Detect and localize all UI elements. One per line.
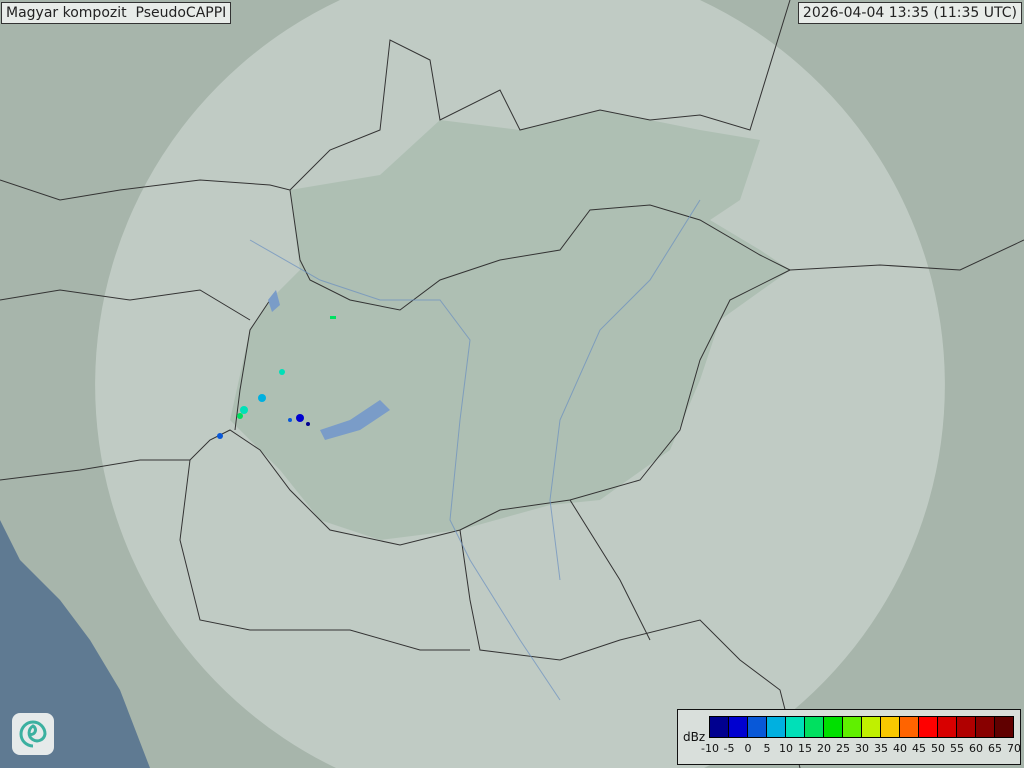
legend-ticks: -10 -5 0 5 10 15 20 25 30 35 40 45 50 55 60 65 70	[701, 740, 1021, 760]
legend-tick-label: 35	[874, 742, 888, 755]
legend-tick-label: 0	[744, 742, 752, 755]
legend-swatch	[824, 717, 843, 737]
rivers	[249, 199, 701, 701]
legend-tick-label: 65	[988, 742, 1002, 755]
lake-balaton	[320, 400, 390, 440]
legend-swatch	[976, 717, 995, 737]
legend-swatch	[881, 717, 900, 737]
legend-swatch	[995, 717, 1013, 737]
hungary-region	[230, 110, 790, 540]
legend-swatch	[729, 717, 748, 737]
legend-swatch	[862, 717, 881, 737]
legend-swatch	[748, 717, 767, 737]
legend-swatch	[767, 717, 786, 737]
legend-swatch	[805, 717, 824, 737]
lake-neusiedl	[268, 290, 280, 312]
color-legend: dBz -10 -5 0 5 10 15 20 25 30 35 40 45 50 55 60 65 70	[677, 709, 1021, 765]
legend-swatch	[900, 717, 919, 737]
legend-swatch	[843, 717, 862, 737]
legend-tick-label: -10	[701, 742, 719, 755]
timestamp-label: 2026-04-04 13:35 (11:35 UTC)	[797, 2, 1022, 24]
legend-tick-label: 60	[969, 742, 983, 755]
legend-tick-label: 30	[855, 742, 869, 755]
legend-swatch	[919, 717, 938, 737]
swirl-logo-icon[interactable]	[12, 713, 54, 755]
legend-tick-label: 5	[763, 742, 771, 755]
legend-tick-label: 45	[912, 742, 926, 755]
product-title: Magyar kompozit PseudoCAPPI	[1, 2, 232, 24]
radar-echoes	[217, 316, 336, 439]
legend-tick-label: 50	[931, 742, 945, 755]
legend-tick-label: 55	[950, 742, 964, 755]
legend-tick-label: 25	[836, 742, 850, 755]
legend-swatch	[710, 717, 729, 737]
legend-color-bar	[709, 716, 1014, 738]
legend-swatch	[957, 717, 976, 737]
legend-tick-label: 15	[798, 742, 812, 755]
adriatic-sea	[0, 520, 150, 768]
legend-tick-label: 70	[1007, 742, 1021, 755]
legend-swatch	[938, 717, 957, 737]
legend-tick-label: -5	[723, 742, 735, 755]
legend-swatch	[786, 717, 805, 737]
legend-unit: dBz	[683, 730, 706, 744]
legend-tick-label: 10	[779, 742, 793, 755]
legend-tick-label: 40	[893, 742, 907, 755]
legend-tick-label: 20	[817, 742, 831, 755]
